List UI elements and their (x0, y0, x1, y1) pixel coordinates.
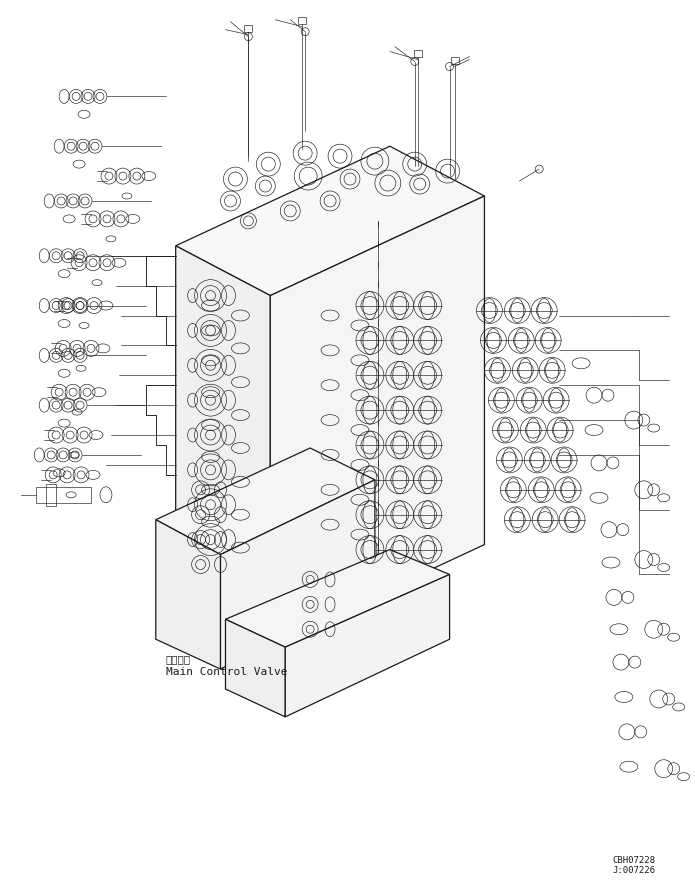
Polygon shape (225, 550, 450, 647)
Polygon shape (156, 519, 220, 669)
Polygon shape (225, 620, 285, 717)
Bar (245, 25, 252, 32)
Polygon shape (270, 196, 484, 644)
Polygon shape (220, 480, 375, 669)
Bar (414, 50, 422, 57)
Text: 主控制阀: 主控制阀 (165, 654, 190, 664)
Polygon shape (156, 448, 375, 555)
Polygon shape (176, 146, 484, 296)
Bar (450, 57, 459, 64)
Text: J:007226: J:007226 (612, 866, 655, 875)
Polygon shape (285, 574, 450, 717)
Bar (36, 487, 91, 503)
Bar (298, 17, 306, 24)
Polygon shape (176, 246, 270, 644)
Text: Main Control Valve: Main Control Valve (165, 667, 287, 677)
Bar (46, 484, 56, 505)
Text: CBH07228: CBH07228 (612, 857, 655, 866)
